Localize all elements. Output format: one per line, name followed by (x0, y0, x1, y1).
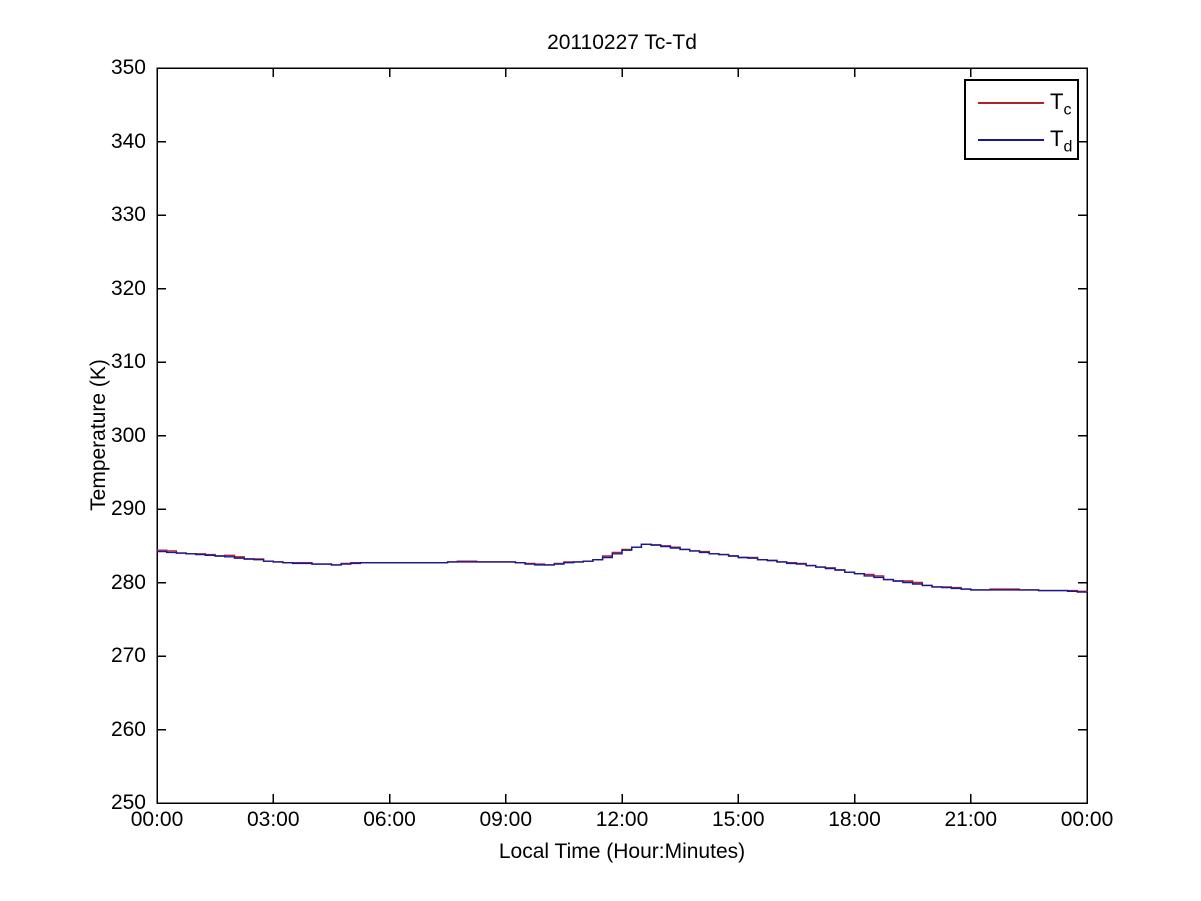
y-tick-label: 280 (110, 570, 146, 594)
y-tick-label: 300 (110, 423, 146, 447)
x-tick-label: 09:00 (479, 808, 533, 831)
x-tick-label: 00:00 (130, 808, 184, 831)
legend-entry-td: Td (1050, 128, 1072, 158)
x-tick-label: 18:00 (828, 808, 881, 831)
y-tick-label: 260 (110, 717, 146, 741)
x-tick-label: 12:00 (595, 808, 649, 831)
x-tick-label: 15:00 (711, 808, 765, 831)
legend-tc-line-icon (978, 102, 1044, 104)
x-tick-label: 21:00 (944, 808, 998, 831)
legend-td-subscript: d (1063, 138, 1073, 156)
y-tick-label: 330 (110, 203, 146, 226)
series-line-td (157, 543, 1087, 593)
legend: Tc Td (964, 79, 1079, 160)
legend-tc-label: T (1050, 89, 1064, 114)
legend-td-line-icon (978, 139, 1044, 141)
legend-td-label: T (1050, 126, 1064, 151)
y-tick-label: 350 (110, 56, 146, 79)
legend-entry-tc: Tc (1050, 91, 1071, 121)
legend-tc-subscript: c (1063, 101, 1072, 119)
y-tick-label: 310 (110, 350, 146, 373)
plot-box (156, 67, 1088, 804)
y-tick-label: 290 (110, 497, 146, 520)
y-tick-label: 340 (110, 129, 146, 153)
y-tick-label: 250 (110, 791, 146, 814)
x-tick-label: 03:00 (246, 808, 300, 831)
x-tick-label: 06:00 (363, 808, 416, 831)
x-tick-label: 00:00 (1060, 808, 1114, 831)
x-axis-label: Local Time (Hour:Minutes) (498, 840, 746, 863)
chart-title: 20110227 Tc-Td (547, 31, 697, 54)
y-tick-label: 270 (110, 644, 146, 667)
y-tick-label: 320 (110, 276, 146, 300)
